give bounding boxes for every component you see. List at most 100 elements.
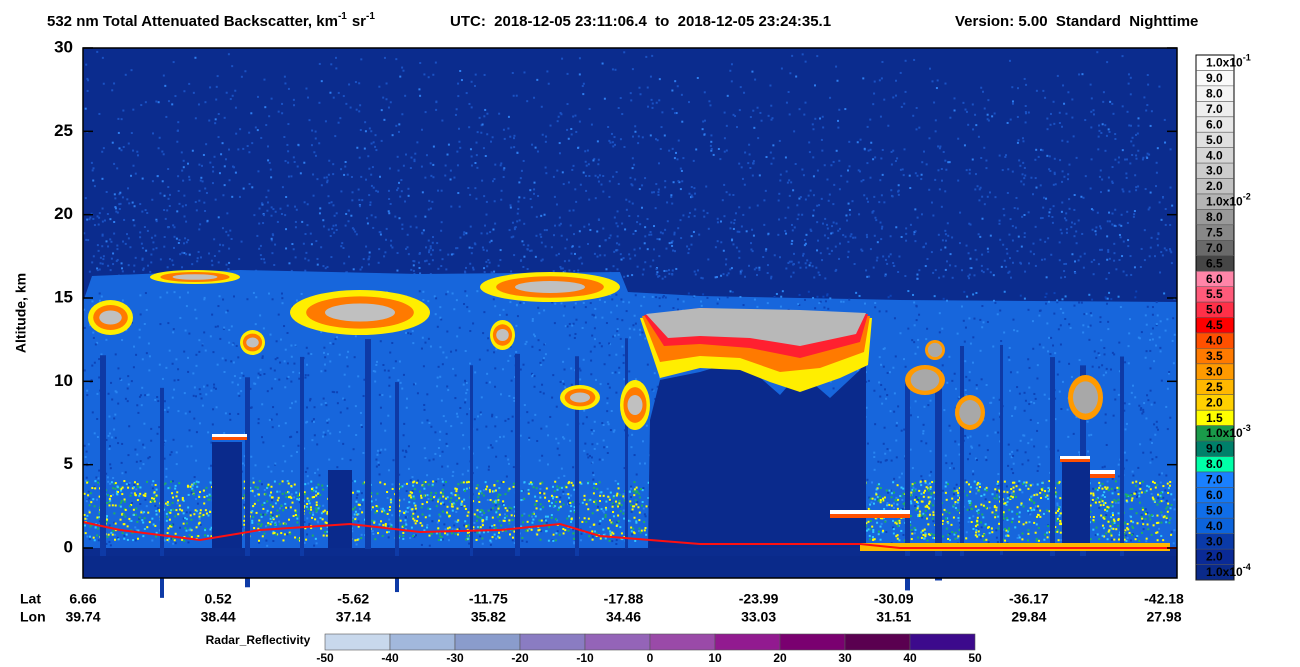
- field-shape: [435, 108, 438, 111]
- field-shape: [804, 238, 807, 241]
- field-shape: [790, 181, 793, 184]
- field-shape: [881, 225, 884, 228]
- field-shape: [572, 322, 575, 325]
- field-shape: [764, 189, 767, 192]
- field-shape: [204, 209, 207, 212]
- field-shape: [374, 498, 377, 501]
- field-shape: [358, 205, 361, 208]
- field-shape: [556, 519, 559, 522]
- field-shape: [414, 534, 417, 537]
- field-shape: [946, 381, 949, 384]
- field-shape: [323, 176, 326, 179]
- field-shape: [465, 92, 468, 95]
- field-shape: [893, 392, 896, 395]
- field-shape: [880, 77, 883, 80]
- field-shape: [834, 269, 837, 272]
- field-shape: [118, 147, 121, 150]
- field-shape: [921, 161, 924, 164]
- field-shape: [519, 368, 522, 371]
- field-shape: [114, 390, 117, 393]
- field-shape: [876, 487, 879, 490]
- field-shape: [757, 137, 760, 140]
- field-shape: [253, 214, 256, 217]
- field-shape: [555, 405, 558, 408]
- field-shape: [1058, 111, 1061, 114]
- field-shape: [651, 102, 654, 105]
- field-shape: [145, 249, 148, 252]
- field-shape: [643, 513, 646, 516]
- field-shape: [342, 442, 345, 445]
- field-shape: [719, 220, 722, 223]
- field-shape: [1123, 409, 1126, 412]
- field-shape: [787, 262, 790, 265]
- field-shape: [1164, 329, 1167, 332]
- field-shape: [748, 206, 751, 209]
- field-shape: [1042, 196, 1045, 199]
- field-shape: [472, 266, 475, 269]
- field-shape: [97, 539, 100, 542]
- field-shape: [173, 379, 176, 382]
- field-shape: [770, 104, 773, 107]
- field-shape: [1007, 168, 1010, 171]
- field-shape: [590, 456, 593, 459]
- field-shape: [1100, 339, 1103, 342]
- field-shape: [598, 245, 601, 248]
- field-shape: [689, 196, 692, 199]
- field-shape: [818, 302, 821, 305]
- field-shape: [172, 61, 175, 64]
- field-shape: [802, 254, 805, 257]
- field-shape: [133, 483, 136, 486]
- field-shape: [96, 215, 99, 218]
- field-shape: [873, 456, 876, 459]
- field-shape: [430, 425, 433, 428]
- field-shape: [267, 465, 270, 468]
- field-shape: [517, 200, 520, 203]
- field-shape: [616, 330, 619, 333]
- field-shape: [1045, 276, 1048, 279]
- field-shape: [295, 299, 298, 302]
- field-shape: [310, 144, 313, 147]
- field-shape: [655, 138, 658, 141]
- field-shape: [1037, 155, 1040, 158]
- field-shape: [892, 264, 895, 267]
- field-shape: [773, 254, 776, 257]
- field-shape: [805, 233, 808, 236]
- field-shape: [251, 142, 254, 145]
- field-shape: [516, 315, 519, 318]
- field-shape: [515, 94, 518, 97]
- field-shape: [981, 90, 984, 93]
- field-shape: [858, 213, 861, 216]
- field-shape: [1105, 371, 1108, 374]
- field-shape: [323, 363, 326, 366]
- field-shape: [702, 209, 705, 212]
- field-shape: [259, 244, 262, 247]
- field-shape: [141, 257, 144, 260]
- field-shape: [804, 198, 807, 201]
- field-shape: [488, 241, 491, 244]
- field-shape: [1078, 73, 1081, 76]
- field-shape: [954, 440, 957, 443]
- field-shape: [621, 113, 624, 116]
- field-shape: [210, 482, 213, 485]
- field-shape: [1028, 403, 1031, 406]
- field-shape: [352, 448, 355, 451]
- field-shape: [655, 268, 658, 271]
- field-shape: [107, 480, 110, 483]
- field-shape: [602, 175, 605, 178]
- field-shape: [566, 325, 569, 328]
- field-shape: [1033, 445, 1036, 448]
- field-shape: [86, 77, 89, 80]
- field-shape: [402, 164, 405, 167]
- field-shape: [927, 404, 930, 407]
- field-shape: [872, 266, 875, 269]
- field-shape: [194, 117, 197, 120]
- field-shape: [1016, 141, 1019, 144]
- field-shape: [569, 224, 572, 227]
- field-shape: [1019, 164, 1022, 167]
- field-shape: [440, 318, 443, 321]
- field-shape: [672, 307, 675, 310]
- field-shape: [398, 512, 401, 515]
- field-shape: [177, 410, 180, 413]
- field-shape: [254, 323, 257, 326]
- field-shape: [730, 267, 733, 270]
